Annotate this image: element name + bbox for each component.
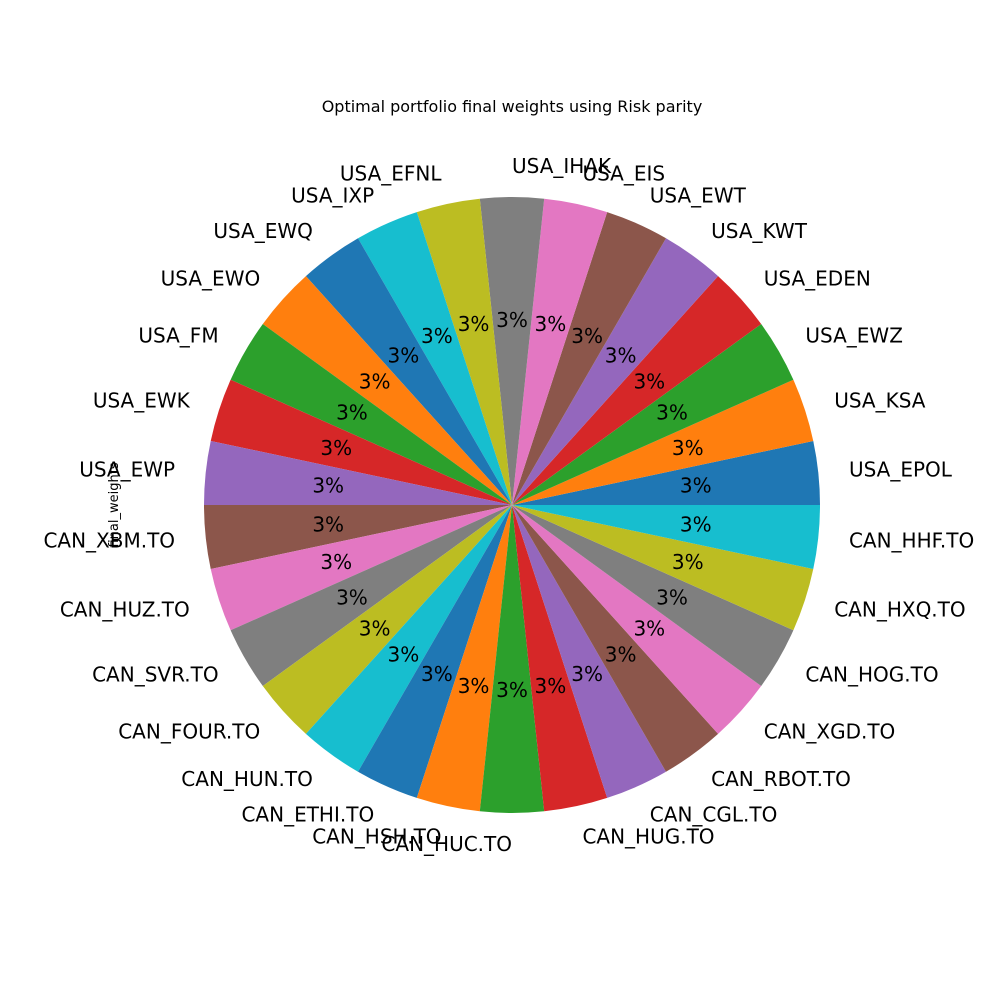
- pie-percent-label: 3%: [496, 678, 528, 702]
- pie-wedge-usa-ixp: [358, 212, 512, 505]
- pie-percent-label: 3%: [359, 617, 391, 641]
- pie-percent-label: 3%: [605, 643, 637, 667]
- pie-slice-label: USA_EWZ: [805, 324, 903, 348]
- pie-percent-label: 3%: [458, 674, 490, 698]
- pie-wedge-can-cgl-to: [512, 505, 666, 798]
- pie-percent-label: 3%: [656, 401, 688, 425]
- pie-wedge-can-xgd-to: [512, 505, 762, 734]
- pie-percent-labels: 3%3%3%3%3%3%3%3%3%3%3%3%3%3%3%3%3%3%3%3%…: [312, 308, 711, 702]
- pie-slice-label: USA_EDEN: [764, 266, 871, 290]
- pie-slice-label: USA_KWT: [711, 219, 808, 243]
- pie-percent-label: 3%: [633, 617, 665, 641]
- pie-wedge-usa-eis: [512, 198, 608, 505]
- pie-slice-label: CAN_RBOT.TO: [711, 767, 851, 791]
- pie-wedge-usa-eden: [512, 276, 762, 505]
- pie-slice-label: CAN_HOG.TO: [805, 662, 938, 686]
- pie-wedge-usa-ewz: [512, 323, 794, 505]
- pie-wedge-usa-epol: [512, 440, 820, 505]
- pie-slice-label: USA_EWQ: [213, 219, 313, 243]
- pie-wedge-can-ethi-to: [358, 505, 512, 798]
- pie-percent-label: 3%: [421, 662, 453, 686]
- pie-percent-label: 3%: [336, 585, 368, 609]
- pie-percent-label: 3%: [571, 662, 603, 686]
- pie-percent-label: 3%: [535, 312, 567, 336]
- pie-wedge-can-huz-to: [210, 505, 513, 631]
- pie-percent-label: 3%: [458, 312, 490, 336]
- pie-percent-label: 3%: [388, 343, 420, 367]
- pie-slice-label: USA_EWK: [93, 388, 191, 412]
- pie-wedge-can-hhf-to: [512, 505, 820, 570]
- pie-wedge-can-huc-to: [479, 505, 545, 813]
- pie-wedge-usa-ewk: [210, 379, 513, 505]
- pie-slice-label: USA_EFNL: [340, 162, 442, 186]
- pie-wedge-usa-ewq: [305, 238, 512, 505]
- pie-wedge-usa-ewp: [204, 440, 512, 505]
- pie-percent-label: 3%: [672, 550, 704, 574]
- pie-percent-label: 3%: [320, 550, 352, 574]
- pie-percent-label: 3%: [571, 324, 603, 348]
- pie-wedge-usa-ewo: [262, 276, 512, 505]
- pie-wedge-usa-ewt: [512, 212, 666, 505]
- pie-wedge-can-hog-to: [512, 505, 794, 687]
- pie-percent-label: 3%: [605, 343, 637, 367]
- pie-wedge-can-hsh-to: [416, 505, 512, 812]
- pie-slice-label: CAN_ETHI.TO: [241, 803, 374, 827]
- pie-wedges: [204, 197, 820, 813]
- pie-slice-label: CAN_XBM.TO: [43, 528, 175, 552]
- pie-wedge-can-four-to: [262, 505, 512, 734]
- pie-wedge-usa-kwt: [512, 238, 719, 505]
- pie-percent-label: 3%: [312, 512, 344, 536]
- pie-slice-label: USA_IXP: [291, 183, 374, 207]
- pie-percent-label: 3%: [633, 369, 665, 393]
- pie-slice-label: USA_EIS: [582, 162, 665, 186]
- pie-percent-label: 3%: [320, 436, 352, 460]
- pie-slice-labels: USA_EPOL USA_KSA USA_EWZ USA_EDEN USA_KWT USA…: [43, 154, 974, 856]
- pie-wedge-can-hug-to: [512, 505, 608, 812]
- pie-percent-label: 3%: [336, 401, 368, 425]
- pie-slice-label: CAN_HSH.TO: [312, 824, 441, 848]
- pie-slice-label: CAN_FOUR.TO: [118, 720, 260, 744]
- pie-slice-label: USA_EWP: [79, 458, 175, 482]
- pie-wedge-usa-efnl: [416, 198, 512, 505]
- pie-slice-label: USA_EWT: [650, 183, 747, 207]
- pie-slice-label: CAN_HUG.TO: [582, 824, 714, 848]
- pie-wedge-usa-ksa: [512, 379, 814, 505]
- pie-slice-label: USA_EPOL: [849, 458, 953, 482]
- pie-percent-label: 3%: [656, 585, 688, 609]
- pie-slice-label: CAN_HUZ.TO: [60, 598, 190, 622]
- pie-percent-label: 3%: [680, 474, 712, 498]
- pie-slice-label: CAN_SVR.TO: [92, 662, 218, 686]
- pie-slice-label: CAN_HUC.TO: [381, 832, 512, 856]
- pie-percent-label: 3%: [680, 512, 712, 536]
- pie-percent-label: 3%: [421, 324, 453, 348]
- pie-wedge-can-svr-to: [230, 505, 512, 687]
- pie-wedge-can-xbm-to: [204, 505, 512, 570]
- pie-slice-label: CAN_CGL.TO: [650, 803, 778, 827]
- pie-slice-label: USA_IHAK: [512, 154, 612, 178]
- pie-percent-label: 3%: [388, 643, 420, 667]
- pie-slice-label: CAN_HHF.TO: [849, 528, 974, 552]
- pie-slice-label: CAN_XGD.TO: [764, 720, 896, 744]
- pie-percent-label: 3%: [535, 674, 567, 698]
- pie-wedge-can-hxq-to: [512, 505, 814, 631]
- pie-percent-label: 3%: [359, 369, 391, 393]
- chart-title: Optimal portfolio final weights using Ri…: [322, 97, 703, 116]
- pie-percent-label: 3%: [312, 474, 344, 498]
- y-axis-label: final_weights: [107, 462, 122, 547]
- pie-percent-label: 3%: [672, 436, 704, 460]
- pie-wedge-usa-fm: [230, 323, 512, 505]
- pie-slice-label: USA_KSA: [834, 388, 926, 412]
- pie-percent-label: 3%: [496, 308, 528, 332]
- pie-slice-label: USA_EWO: [161, 266, 261, 290]
- pie-wedge-can-hun-to: [305, 505, 512, 772]
- pie-slice-label: CAN_HUN.TO: [181, 767, 313, 791]
- pie-wedge-usa-ihak: [479, 197, 545, 505]
- pie-wedge-can-rbot-to: [512, 505, 719, 772]
- pie-slice-label: CAN_HXQ.TO: [834, 598, 965, 622]
- pie-slice-label: USA_FM: [138, 324, 218, 348]
